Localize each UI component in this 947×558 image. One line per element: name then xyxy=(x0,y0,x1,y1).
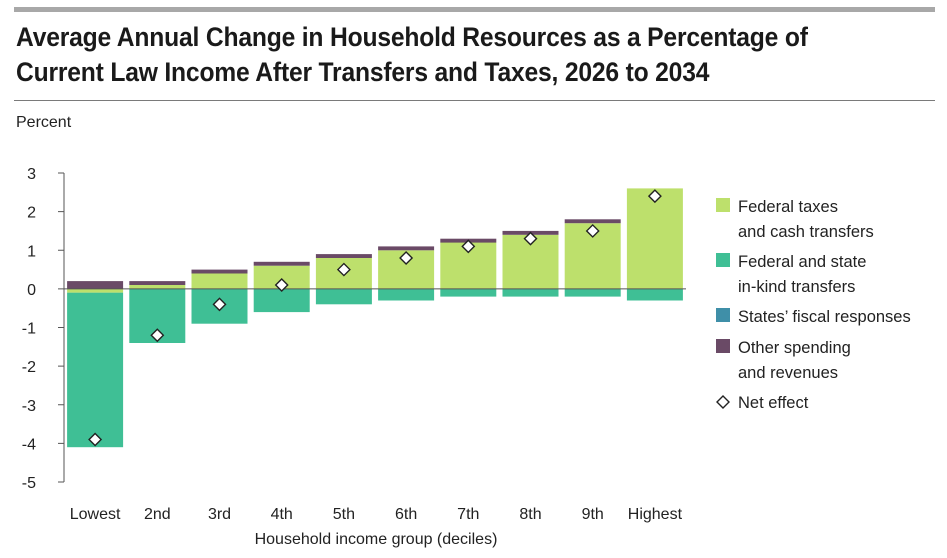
legend-label: Net effect xyxy=(738,394,809,412)
bar-4-3rd xyxy=(191,269,248,274)
net-effect-marker xyxy=(150,328,165,343)
legend: Federal taxes and cash transfers Federal a… xyxy=(716,198,911,412)
bar-4-6th xyxy=(378,246,435,251)
legend-swatch xyxy=(716,308,730,322)
x-tick-label: 3rd xyxy=(208,506,231,523)
net-effect-markers xyxy=(88,189,662,447)
y-tick-label: -1 xyxy=(22,321,36,338)
bar-1-highest xyxy=(626,188,683,289)
bar-4-5th xyxy=(315,254,372,258)
net-effect-marker xyxy=(461,239,476,254)
bar-2-7th xyxy=(440,288,497,297)
title-line-1: Average Annual Change in Household Resou… xyxy=(16,22,808,52)
x-tick-label: 9th xyxy=(582,506,604,523)
x-tick-label: 8th xyxy=(519,506,541,523)
y-tick-label: 0 xyxy=(27,282,36,299)
y-tick-label: -4 xyxy=(22,436,36,453)
net-effect-marker xyxy=(212,297,227,312)
bar-2-lowest xyxy=(67,292,124,448)
legend-label: and revenues xyxy=(738,364,838,382)
y-tick-label: -5 xyxy=(22,475,36,492)
net-effect-marker xyxy=(399,250,414,265)
x-tick-label: 6th xyxy=(395,506,417,523)
y-tick-label: 2 xyxy=(27,205,36,222)
bar-1-4th xyxy=(253,265,310,289)
bar-1-2nd xyxy=(129,285,186,289)
bar-2-9th xyxy=(564,288,621,297)
bar-2-5th xyxy=(315,288,372,305)
y-tick-label: 3 xyxy=(27,166,36,183)
title-rule xyxy=(14,100,935,101)
net-effect-marker xyxy=(88,432,103,447)
x-tick-label: 7th xyxy=(457,506,479,523)
title-line-2: Current Law Income After Transfers and T… xyxy=(16,57,710,87)
y-tick-label: -2 xyxy=(22,359,36,376)
legend-label: Other spending xyxy=(738,339,851,357)
bar-1-3rd xyxy=(191,273,248,289)
legend-label: and cash transfers xyxy=(738,223,874,241)
x-axis-label: Household income group (deciles) xyxy=(255,531,498,548)
y-axis-unit-label: Percent xyxy=(16,114,72,131)
legend-label: Federal taxes xyxy=(738,198,838,216)
legend-swatch xyxy=(716,198,730,212)
y-tick-label: -3 xyxy=(22,398,36,415)
chart-title: Average Annual Change in Household Resou… xyxy=(16,20,853,90)
legend-label: Federal and state xyxy=(738,253,866,271)
bar-4-2nd xyxy=(129,281,186,285)
x-tick-label: 5th xyxy=(333,506,355,523)
axes-layer: 3 2 1 0 -1 -2 -3 -4 -5 Lowest 2nd 3rd 4th 5th 6th 7th 8t… xyxy=(22,166,686,523)
bar-4-9th xyxy=(564,219,621,224)
bar-2-highest xyxy=(626,288,683,301)
net-effect-marker xyxy=(274,278,289,293)
bar-2-8th xyxy=(502,288,559,297)
legend-swatch xyxy=(716,339,730,353)
legend-label: States’ fiscal responses xyxy=(738,308,911,326)
bar-2-6th xyxy=(378,288,435,301)
x-tick-label: 2nd xyxy=(144,506,171,523)
legend-diamond-icon xyxy=(716,395,730,409)
x-tick-label: Highest xyxy=(628,506,683,523)
y-tick-label: 1 xyxy=(27,243,36,260)
top-rule xyxy=(14,7,935,12)
net-effect-marker xyxy=(585,223,600,238)
legend-swatch xyxy=(716,253,730,267)
net-effect-marker xyxy=(647,189,662,204)
legend-label: in-kind transfers xyxy=(738,278,855,296)
x-tick-label: Lowest xyxy=(70,506,121,523)
bar-4-4th xyxy=(253,261,310,266)
x-tick-label: 4th xyxy=(271,506,293,523)
net-effect-marker xyxy=(523,231,538,246)
net-effect-marker xyxy=(336,262,351,277)
bar-1-lowest xyxy=(67,288,124,293)
bar-2-4th xyxy=(253,288,310,313)
bar-4-lowest xyxy=(67,281,124,289)
